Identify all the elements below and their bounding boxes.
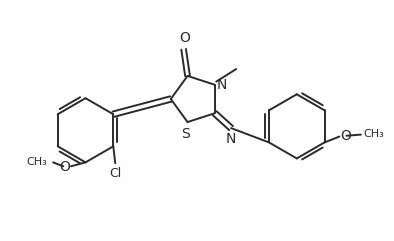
Text: Cl: Cl [109,167,121,180]
Text: O: O [59,160,70,174]
Text: O: O [179,31,190,45]
Text: S: S [181,127,190,141]
Text: N: N [217,78,227,92]
Text: N: N [225,132,236,146]
Text: CH₃: CH₃ [27,157,48,167]
Text: O: O [340,129,351,143]
Text: CH₃: CH₃ [364,129,385,139]
